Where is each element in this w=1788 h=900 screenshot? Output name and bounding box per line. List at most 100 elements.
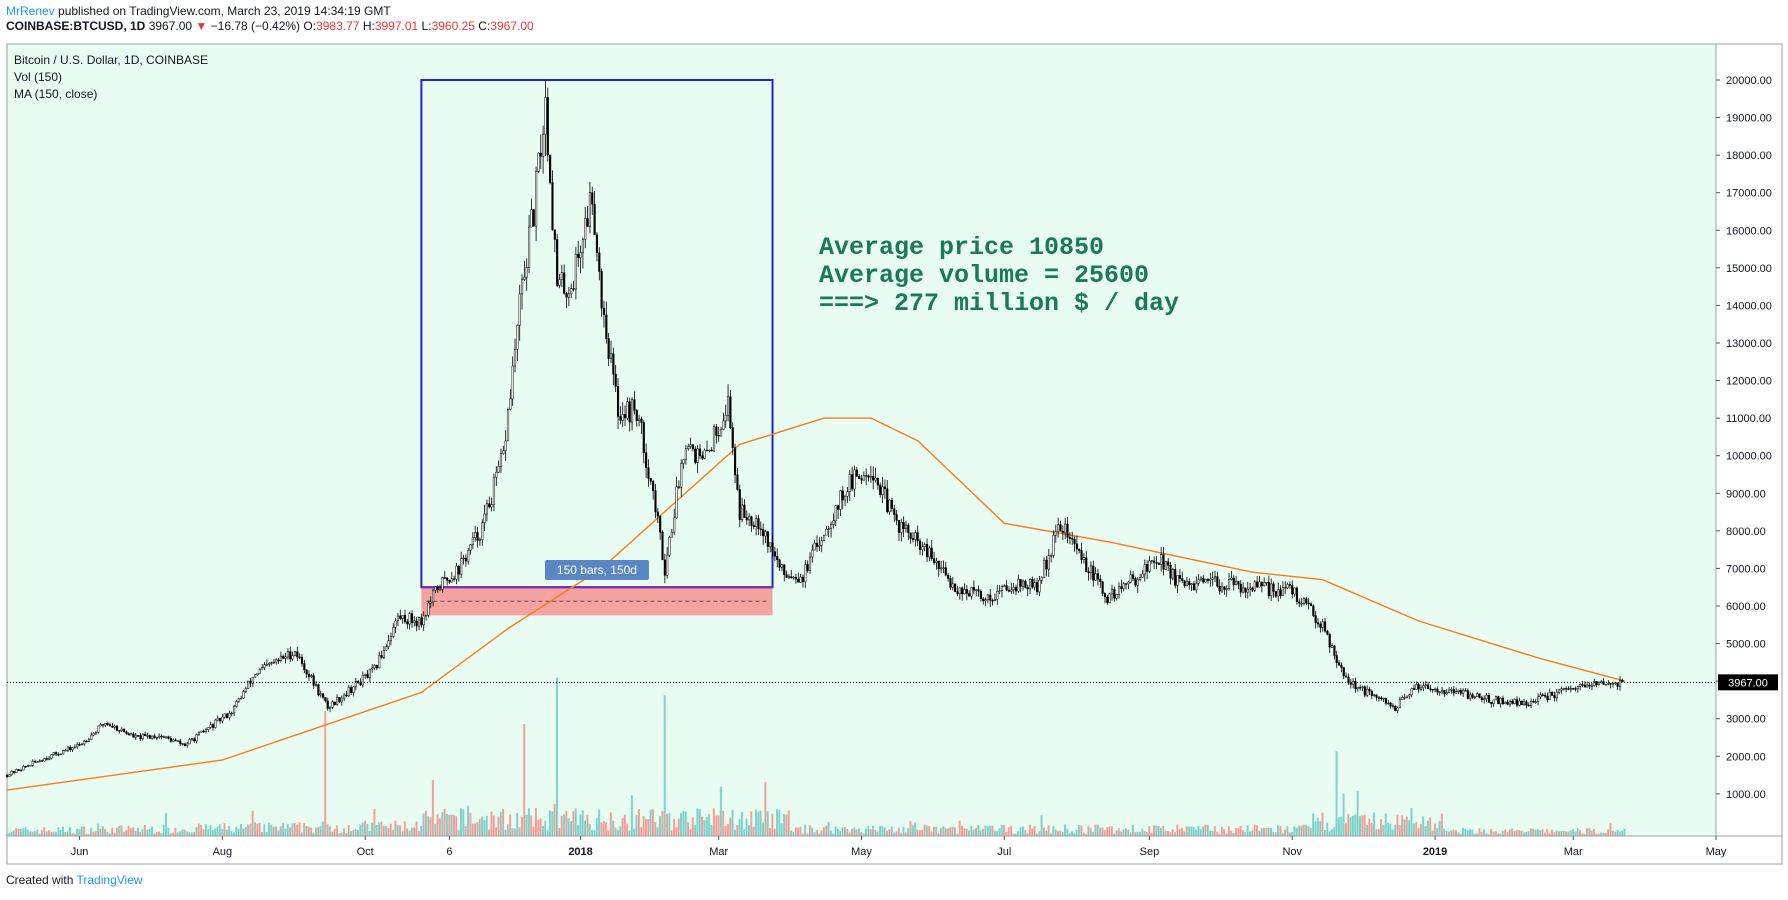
volume-bar (1113, 833, 1116, 836)
volume-bar (1136, 831, 1139, 836)
volume-bar (1508, 829, 1511, 836)
candle-body (1321, 621, 1324, 628)
candle-body (1176, 575, 1179, 586)
volume-bar (1454, 830, 1457, 836)
candle-body (719, 429, 723, 437)
volume-bar (10, 831, 13, 836)
volume-bar (424, 810, 427, 836)
candle-body (1345, 675, 1348, 678)
y-tick-label: 16000.00 (1726, 225, 1772, 237)
last-price-label: 3967.00 (1728, 677, 1768, 689)
candle-body (1206, 578, 1210, 581)
volume-bar (499, 811, 502, 836)
candle-body (59, 753, 62, 756)
volume-bar (261, 832, 263, 836)
volume-bar (619, 826, 622, 836)
volume-bar (45, 831, 48, 836)
candle-body (1129, 574, 1132, 583)
volume-bar (1220, 827, 1223, 836)
candle-body (659, 515, 662, 533)
volume-bar (223, 823, 226, 836)
volume-bar (1548, 833, 1551, 836)
candle-body (961, 587, 964, 595)
volume-bar (1351, 815, 1354, 836)
candle-body (902, 522, 905, 530)
candle-body (1202, 577, 1205, 583)
volume-bar (172, 832, 175, 836)
volume-bar (165, 812, 168, 836)
volume-bar (876, 831, 879, 836)
y-tick-label: 2000.00 (1726, 751, 1766, 763)
volume-bar (595, 818, 598, 836)
candle-body (783, 564, 786, 576)
price-axis[interactable] (1715, 43, 1783, 837)
volume-bar (1302, 824, 1305, 836)
x-tick-label: May (851, 846, 872, 858)
volume-bar (69, 826, 72, 836)
volume-bar (914, 822, 917, 836)
candle-body (542, 133, 545, 157)
volume-bar (495, 827, 498, 836)
candle-body (382, 649, 385, 658)
volume-bar (724, 826, 727, 836)
candle-body (80, 743, 83, 746)
volume-bar (211, 829, 214, 836)
time-axis[interactable] (6, 835, 1783, 865)
volume-bar (94, 830, 97, 836)
volume-bar (431, 779, 434, 836)
candle-body (1258, 581, 1261, 588)
volume-bar (272, 826, 275, 836)
volume-bar (1284, 829, 1287, 836)
volume-bar (349, 830, 352, 836)
volume-bar (162, 824, 165, 836)
candle-body (333, 701, 336, 705)
volume-bar (560, 815, 563, 836)
candle-body (155, 737, 158, 739)
volume-bar (481, 816, 484, 836)
volume-bar (90, 827, 93, 836)
candle-body (1162, 554, 1165, 570)
volume-bar (1064, 824, 1066, 836)
volume-bar (1080, 825, 1083, 836)
volume-bar (1190, 826, 1193, 836)
candle-body (1291, 585, 1294, 595)
candle-body (1419, 687, 1423, 690)
candle-body (511, 365, 514, 400)
volume-bar (1607, 829, 1610, 836)
candle-body (951, 583, 954, 588)
candle-body (87, 739, 91, 742)
y-tick-label: 17000.00 (1726, 188, 1772, 200)
volume-bar (909, 821, 912, 836)
volume-bar (1227, 826, 1230, 836)
volume-bar (1204, 824, 1207, 836)
volume-bar (609, 812, 612, 836)
candle-body (729, 396, 732, 428)
candle-body (424, 615, 428, 617)
candle-body (673, 517, 676, 533)
candle-body (1621, 680, 1624, 683)
candle-body (190, 738, 194, 740)
candle-body (1232, 577, 1235, 585)
candle-body (314, 684, 318, 686)
candle-body (1218, 585, 1221, 592)
candle-body (1237, 581, 1240, 585)
volume-bar (1150, 832, 1153, 836)
volume-bar (284, 828, 287, 836)
volume-bar (59, 829, 62, 836)
volume-bar (752, 826, 755, 836)
candle-body (19, 769, 23, 772)
tradingview-logo-link[interactable]: TradingView (76, 873, 143, 887)
candle-body (284, 656, 287, 659)
volume-bar (1387, 822, 1390, 836)
volume-bar (1087, 825, 1090, 836)
volume-bar (434, 823, 437, 836)
volume-bar (635, 815, 638, 836)
candle-body (1569, 688, 1572, 690)
volume-bar (445, 813, 448, 836)
volume-bar (66, 831, 69, 836)
author-link[interactable]: MrRenev (6, 4, 55, 18)
volume-bar (111, 827, 114, 836)
volume-bar (696, 808, 699, 836)
volume-bar (1518, 830, 1521, 836)
